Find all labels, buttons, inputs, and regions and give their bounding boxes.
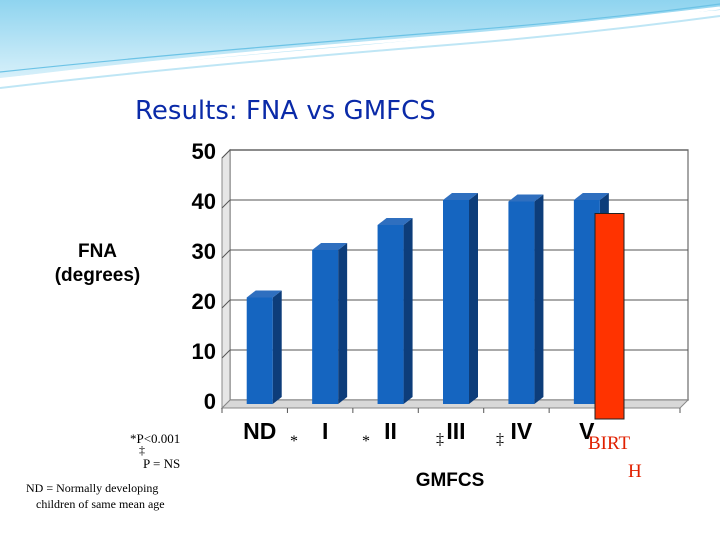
note-nd-line1: ND = Normally developing: [26, 481, 159, 495]
bar-side-III: [469, 193, 478, 404]
y-axis-title-line1: FNA: [77, 241, 118, 262]
note-p-ns: P = NS: [143, 456, 181, 471]
bar-top-IV: [508, 194, 544, 202]
y-tick-label: 40: [192, 189, 216, 214]
x-tick-label-V: V: [579, 418, 595, 444]
plot-side-wall: [221, 148, 231, 410]
y-tick-label: 30: [192, 239, 216, 264]
x-tick-label-IV: IV: [511, 418, 533, 444]
gridline-side: [221, 199, 231, 209]
bar-I: [312, 250, 339, 404]
y-axis-title-line2: (degrees): [54, 265, 141, 286]
bar-IV: [508, 201, 535, 404]
bar-side-I: [338, 243, 348, 404]
bar-top-ND: [246, 290, 282, 298]
x-tick-label-II: II: [384, 418, 397, 444]
bar-III: [443, 200, 469, 404]
slide-title: Results: FNA vs GMFCS: [135, 96, 436, 126]
bar-top-V: [573, 193, 609, 200]
x-tick-label-ND: ND: [243, 418, 276, 444]
y-tick-label: 0: [204, 389, 216, 414]
y-tick-label: 50: [192, 139, 216, 164]
birth-label-line1: BIRT: [588, 433, 631, 454]
bar-side-ND: [272, 290, 282, 404]
gridline-side: [221, 149, 231, 159]
x-tick-label-III: III: [446, 418, 465, 444]
y-axis-title: FNA (degrees): [40, 240, 155, 288]
note-p-significant: *P<0.001: [130, 431, 181, 446]
bar-top-III: [443, 193, 478, 200]
note-nd-line2: children of same mean age: [36, 497, 165, 511]
bar-II: [377, 225, 404, 404]
bar-ND: [246, 297, 273, 404]
gridline-side: [221, 249, 231, 259]
birth-overlay-bar: [594, 213, 625, 420]
y-tick-label: 10: [192, 339, 216, 364]
bar-side-IV: [534, 194, 544, 404]
significance-marker-III: ‡: [436, 431, 444, 448]
bar-top-I: [312, 243, 348, 250]
birth-label-line2: H: [628, 461, 642, 482]
gridline-side: [221, 349, 231, 359]
x-tick-label-I: I: [322, 418, 328, 444]
x-axis-title: GMFCS: [415, 470, 485, 491]
header-wave-decoration: [0, 0, 720, 89]
significance-marker-IV: ‡: [496, 431, 504, 448]
gridline-side: [221, 299, 231, 309]
bar-side-II: [403, 218, 413, 404]
bar-top-II: [377, 218, 413, 225]
y-tick-label: 20: [192, 289, 216, 314]
significance-marker-I: *: [290, 433, 298, 450]
significance-marker-II: *: [362, 433, 370, 450]
note-dagger-symbol: ‡: [139, 443, 145, 457]
